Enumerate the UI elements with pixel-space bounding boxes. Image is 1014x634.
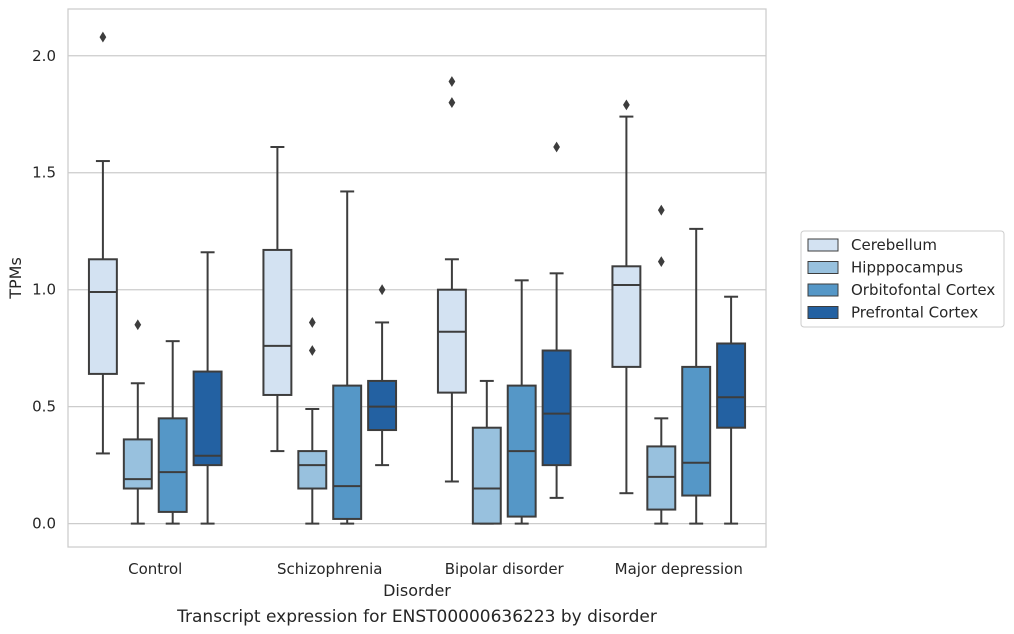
box-group — [87, 31, 118, 455]
box-group — [611, 99, 642, 495]
legend-label: Cerebellum — [851, 236, 937, 254]
box — [367, 379, 398, 432]
x-tick-labels: Control Schizophrenia Bipolar disorder Majo… — [128, 560, 743, 578]
x-tick-label: Bipolar disorder — [445, 560, 565, 578]
y-tick-label: 0.0 — [32, 515, 56, 533]
y-tick-label: 1.0 — [32, 281, 56, 299]
x-tick-label: Major depression — [615, 560, 743, 578]
legend-label: Orbitofontal Cortex — [851, 281, 995, 299]
box — [262, 248, 293, 396]
legend-frame — [800, 230, 1005, 328]
legend: Cerebellum Hipppocampus Orbitofontal Corte… — [800, 230, 1005, 328]
legend-swatch — [807, 306, 839, 319]
box — [611, 265, 642, 368]
box — [716, 342, 747, 429]
box-group — [646, 204, 677, 525]
box-group — [681, 227, 712, 525]
outlier-point — [99, 31, 107, 43]
box-group — [471, 379, 502, 525]
box-group — [541, 141, 572, 499]
plot-frame — [67, 8, 767, 548]
y-tick-label: 2.0 — [32, 47, 56, 65]
box-group — [262, 146, 293, 453]
outlier-point — [623, 99, 630, 111]
plot-boxes — [87, 31, 747, 525]
y-tick-label: 1.5 — [32, 164, 56, 182]
x-tick-label: Schizophrenia — [277, 560, 382, 578]
outlier-point — [657, 204, 665, 216]
box — [436, 288, 467, 394]
outlier-point — [308, 345, 316, 356]
x-axis-title: Disorder — [383, 581, 451, 600]
box — [681, 365, 712, 497]
box — [541, 349, 572, 467]
legend-label: Hipppocampus — [851, 259, 963, 277]
box — [332, 384, 363, 520]
box — [646, 445, 677, 511]
legend-label: Prefrontal Cortex — [851, 304, 978, 322]
y-tick-label: 0.5 — [32, 398, 56, 416]
box — [471, 426, 502, 525]
box — [87, 258, 118, 375]
outlier-point — [134, 319, 142, 331]
box — [192, 370, 223, 467]
outlier-point — [448, 76, 456, 87]
box-group — [192, 251, 223, 525]
outlier-point — [553, 141, 560, 153]
legend-swatch — [807, 238, 839, 252]
box-group — [716, 295, 747, 525]
box — [122, 438, 153, 490]
box-group — [122, 319, 153, 525]
outlier-point — [657, 256, 665, 268]
grid-lines — [68, 55, 766, 525]
outlier-point — [308, 317, 316, 328]
box — [297, 450, 328, 490]
box-group — [332, 190, 363, 525]
outlier-point — [378, 284, 386, 296]
box-group — [436, 76, 467, 483]
box-group — [506, 279, 537, 525]
legend-swatch — [807, 261, 839, 274]
box-group — [367, 284, 398, 467]
y-tick-labels: 0.0 0.5 1.0 1.5 2.0 — [32, 47, 56, 533]
legend-swatch — [807, 283, 839, 297]
box-group — [157, 340, 188, 525]
box — [157, 417, 188, 513]
x-tick-label: Control — [128, 560, 182, 578]
outlier-point — [448, 97, 456, 108]
box-group — [297, 317, 328, 525]
chart-caption: Transcript expression for ENST0000063622… — [176, 607, 657, 627]
y-axis-title: TPMs — [6, 257, 25, 300]
